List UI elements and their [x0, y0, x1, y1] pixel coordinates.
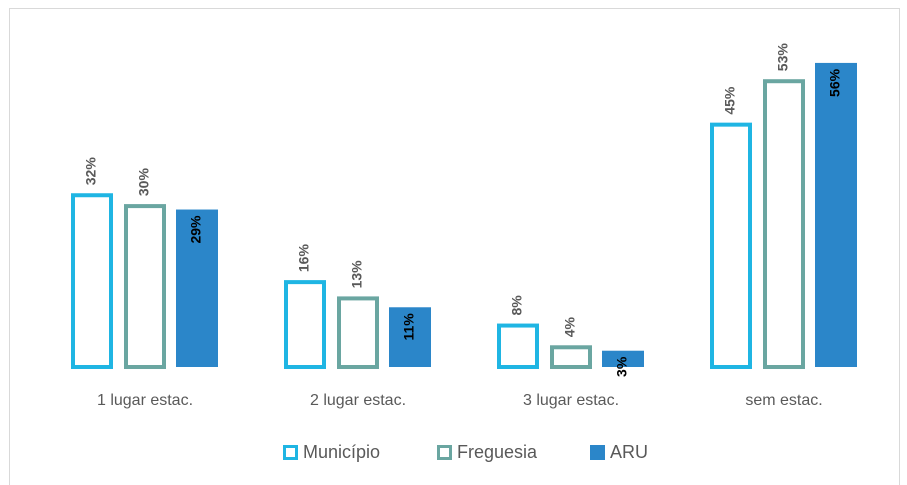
bar	[71, 193, 113, 369]
data-label: 53%	[775, 43, 791, 72]
legend-swatch	[590, 445, 605, 460]
data-label: 56%	[827, 68, 843, 97]
data-label: 13%	[349, 260, 365, 289]
legend-label: ARU	[610, 442, 648, 462]
bar	[389, 307, 431, 367]
data-label: 45%	[722, 86, 738, 115]
legend-label: Município	[303, 442, 380, 462]
legend-label: Freguesia	[457, 442, 538, 462]
x-tick-label: 3 lugar estac.	[523, 392, 619, 409]
data-label: 8%	[509, 295, 525, 316]
bar	[602, 350, 644, 367]
bar	[284, 280, 326, 369]
legend-swatch	[437, 445, 452, 460]
x-tick-label: 2 lugar estac.	[310, 392, 406, 409]
legend-swatch	[283, 445, 298, 460]
bar	[176, 209, 218, 367]
bar	[550, 345, 592, 369]
bar	[815, 62, 857, 368]
data-label: 4%	[562, 316, 578, 337]
bar	[763, 79, 805, 370]
bar	[337, 296, 379, 369]
data-label: 32%	[83, 157, 99, 186]
data-label: 16%	[296, 244, 312, 273]
data-label: 30%	[136, 168, 152, 197]
x-tick-label: sem estac.	[745, 392, 822, 409]
bar	[124, 204, 166, 369]
data-label: 11%	[401, 313, 417, 341]
data-label: 3%	[614, 356, 630, 377]
data-label: 29%	[188, 215, 204, 244]
bar	[497, 323, 539, 369]
x-tick-label: 1 lugar estac.	[97, 392, 193, 409]
bar	[710, 122, 752, 370]
